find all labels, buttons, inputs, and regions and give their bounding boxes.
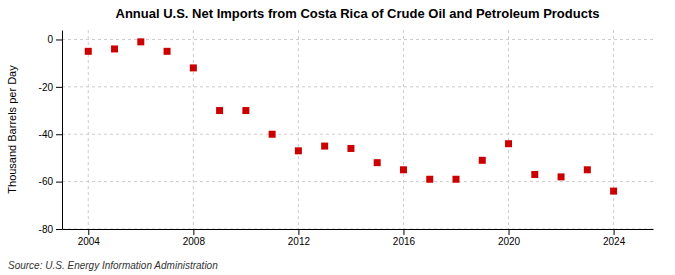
axis-line bbox=[63, 229, 654, 230]
tick: 2012 bbox=[288, 229, 311, 247]
tick-label: -40 bbox=[39, 129, 54, 140]
point bbox=[479, 157, 486, 164]
tick-mark bbox=[614, 229, 615, 235]
tick: 0 bbox=[47, 34, 62, 45]
tick: 2008 bbox=[183, 229, 206, 247]
tick-mark bbox=[88, 229, 89, 235]
point bbox=[453, 176, 460, 183]
grid-line bbox=[62, 181, 653, 182]
point bbox=[400, 166, 407, 173]
point bbox=[505, 140, 512, 147]
point bbox=[216, 107, 223, 114]
tick-mark bbox=[403, 229, 404, 235]
point bbox=[269, 131, 276, 138]
point bbox=[347, 145, 354, 152]
grid-line bbox=[62, 39, 653, 40]
tick-label: 2004 bbox=[78, 236, 101, 247]
point bbox=[558, 173, 565, 180]
tick-label: -80 bbox=[39, 224, 54, 235]
grid-line bbox=[62, 229, 653, 230]
tick-label: 0 bbox=[47, 34, 53, 45]
tick: 2004 bbox=[78, 229, 101, 247]
point bbox=[242, 107, 249, 114]
point bbox=[426, 176, 433, 183]
tick-mark bbox=[56, 39, 62, 40]
tick-mark bbox=[56, 87, 62, 88]
grid-line bbox=[88, 30, 89, 229]
point bbox=[610, 188, 617, 195]
tick-label: 2024 bbox=[603, 236, 626, 247]
point bbox=[85, 48, 92, 55]
tick-mark bbox=[193, 229, 194, 235]
grid-line bbox=[62, 134, 653, 135]
grid-line bbox=[298, 30, 299, 229]
point bbox=[164, 48, 171, 55]
grid-line bbox=[508, 30, 509, 229]
y-axis-label: Thousand Barrels per Day bbox=[6, 65, 18, 194]
tick: 2016 bbox=[393, 229, 416, 247]
point bbox=[321, 143, 328, 150]
grid-line bbox=[62, 86, 653, 87]
plot-area: 2004 2008 2012 2016 2020 2024 0 -20 -40 -60 -80 bbox=[39, 30, 654, 247]
grid-line bbox=[193, 30, 194, 229]
tick: 2024 bbox=[603, 229, 626, 247]
x-axis: 2004 2008 2012 2016 2020 2024 bbox=[63, 229, 654, 247]
point bbox=[374, 159, 381, 166]
tick-mark bbox=[298, 229, 299, 235]
y-axis: 0 -20 -40 -60 -80 bbox=[39, 31, 63, 235]
tick: 2020 bbox=[498, 229, 521, 247]
point bbox=[584, 166, 591, 173]
axis-line bbox=[62, 31, 63, 230]
title: Annual U.S. Net Imports from Costa Rica … bbox=[116, 6, 600, 21]
tick-label: 2020 bbox=[498, 236, 521, 247]
chart: 2004 2008 2012 2016 2020 2024 0 -20 -40 -60 -80 Ann… bbox=[0, 0, 675, 275]
tick-label: 2008 bbox=[183, 236, 206, 247]
tick-mark bbox=[56, 229, 62, 230]
point bbox=[295, 147, 302, 154]
tick-label: 2016 bbox=[393, 236, 416, 247]
tick-label: -20 bbox=[39, 82, 54, 93]
grid-line bbox=[403, 30, 404, 229]
tick: -80 bbox=[39, 224, 62, 235]
tick-mark bbox=[56, 134, 62, 135]
grid bbox=[62, 30, 653, 229]
tick: -40 bbox=[39, 129, 62, 140]
point bbox=[190, 64, 197, 71]
point bbox=[531, 171, 538, 178]
annotation: Source: U.S. Energy Information Administ… bbox=[8, 260, 218, 271]
grid-line bbox=[613, 30, 614, 229]
points bbox=[85, 38, 617, 194]
tick-mark bbox=[56, 182, 62, 183]
tick: -20 bbox=[39, 82, 62, 93]
tick-label: 2012 bbox=[288, 236, 311, 247]
tick-mark bbox=[509, 229, 510, 235]
tick-label: -60 bbox=[39, 176, 54, 187]
point bbox=[111, 45, 118, 52]
tick: -60 bbox=[39, 176, 62, 187]
point bbox=[137, 38, 144, 45]
